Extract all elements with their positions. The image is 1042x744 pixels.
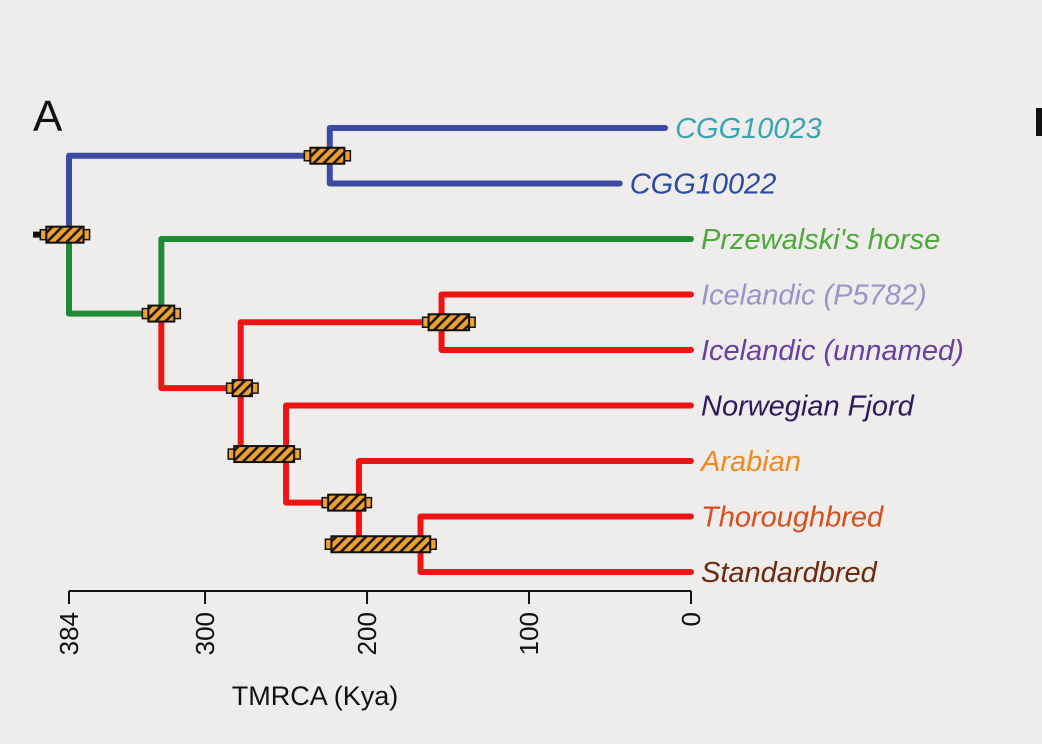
node-age-interval-bar bbox=[309, 146, 346, 165]
panel-label: A bbox=[33, 92, 63, 141]
branch bbox=[158, 236, 694, 317]
tip-labels: CGG10023 CGG10022 Przewalski's horse Icelan… bbox=[630, 113, 964, 589]
tip-label: Arabian bbox=[699, 446, 801, 478]
branch bbox=[326, 125, 669, 159]
tip-label: Thoroughbred bbox=[701, 502, 884, 534]
next-panel-letter-fragment bbox=[1036, 108, 1042, 136]
node-age-interval-bar bbox=[45, 225, 85, 244]
node-age-interval-bar bbox=[330, 535, 432, 554]
tip-label: Norwegian Fjord bbox=[701, 391, 915, 423]
tip-label: Standardbred bbox=[701, 557, 878, 589]
branch bbox=[66, 152, 333, 238]
axis-tick-label: 384 bbox=[54, 612, 84, 655]
branch bbox=[283, 402, 694, 458]
tip-label: Przewalski's horse bbox=[701, 224, 940, 256]
axis-title: TMRCA (Kya) bbox=[232, 681, 399, 711]
branch bbox=[158, 310, 244, 392]
axis-tick-label: 100 bbox=[514, 612, 544, 655]
axis-tick-label: 200 bbox=[352, 612, 382, 655]
tip-label: Icelandic (P5782) bbox=[701, 280, 927, 312]
node-age-interval-bar bbox=[233, 445, 296, 464]
branch bbox=[66, 231, 165, 317]
node-age-interval-bar bbox=[147, 304, 176, 323]
branch bbox=[326, 152, 623, 187]
branch bbox=[438, 319, 694, 353]
axis-tick-label: 300 bbox=[190, 612, 220, 655]
branch bbox=[417, 541, 694, 575]
time-axis: 384 300 200 100 0 TMRCA (Kya) bbox=[54, 590, 706, 711]
branch bbox=[355, 458, 694, 506]
branch bbox=[237, 319, 445, 392]
axis-tick-label: 0 bbox=[676, 612, 706, 626]
tip-label: CGG10022 bbox=[630, 169, 777, 201]
branch bbox=[417, 513, 694, 548]
branch bbox=[438, 291, 694, 326]
confidence-bars bbox=[39, 146, 476, 554]
node-age-interval-bar bbox=[327, 493, 367, 512]
tip-label: CGG10023 bbox=[675, 113, 822, 145]
tip-label: Icelandic (unnamed) bbox=[701, 335, 964, 367]
node-age-interval-bar bbox=[427, 313, 471, 332]
branch bbox=[237, 385, 290, 458]
node-age-interval-bar bbox=[231, 379, 254, 398]
